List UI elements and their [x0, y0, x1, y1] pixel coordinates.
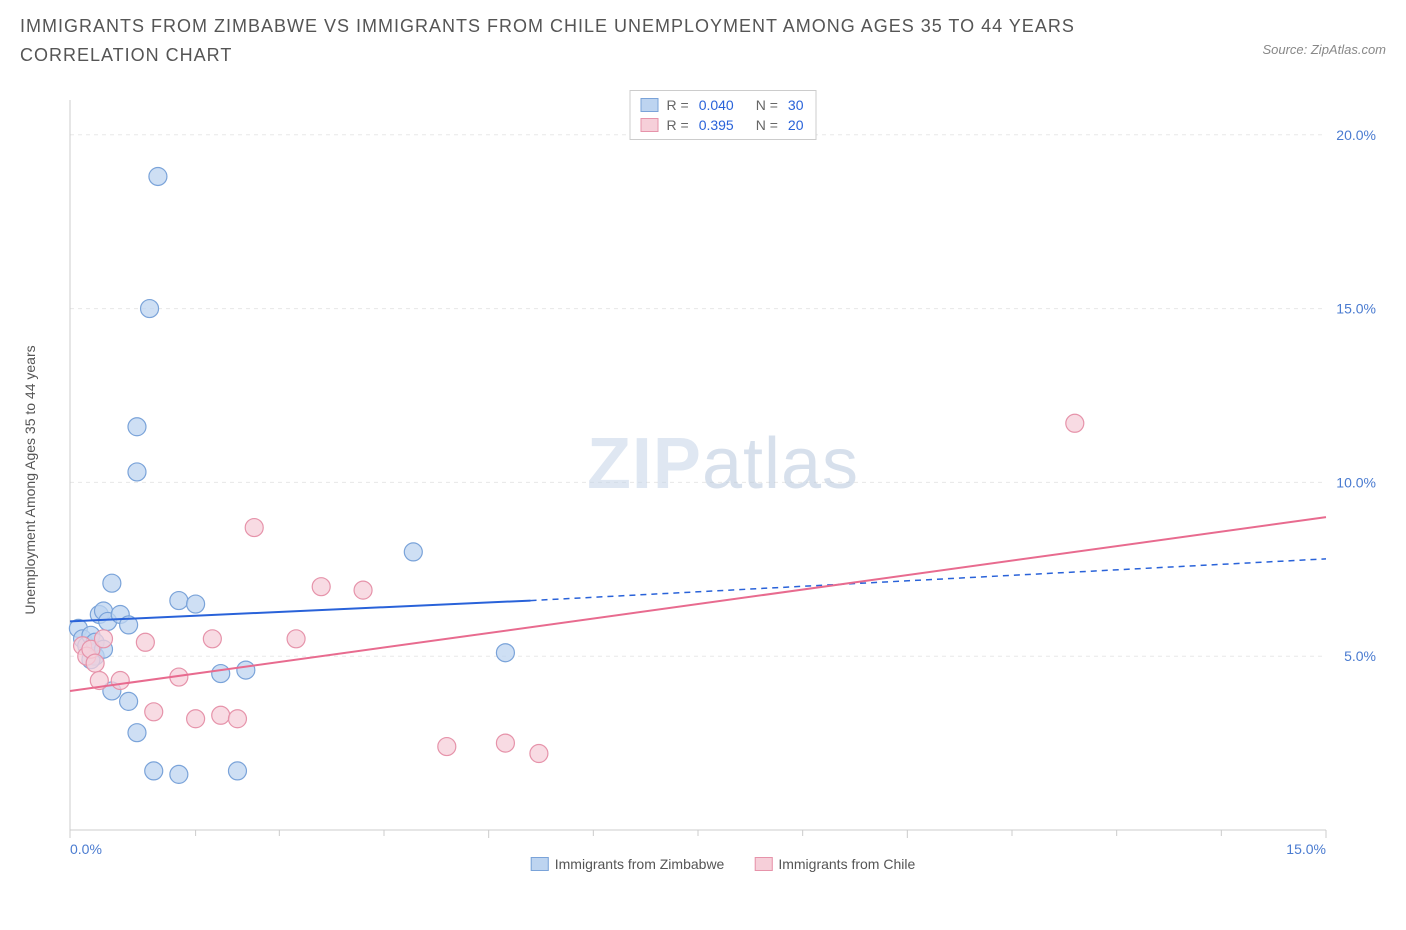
n-label: N =: [756, 97, 778, 113]
legend-series-label: Immigrants from Zimbabwe: [555, 856, 725, 872]
legend-series-label: Immigrants from Chile: [778, 856, 915, 872]
r-value: 0.040: [699, 97, 734, 113]
legend-swatch: [754, 857, 772, 871]
svg-text:15.0%: 15.0%: [1286, 841, 1326, 857]
legend-swatch: [641, 118, 659, 132]
svg-text:5.0%: 5.0%: [1344, 648, 1376, 664]
n-value: 30: [788, 97, 804, 113]
r-value: 0.395: [699, 117, 734, 133]
chart-title: IMMIGRANTS FROM ZIMBABWE VS IMMIGRANTS F…: [20, 12, 1120, 70]
legend-series-item: Immigrants from Chile: [754, 856, 915, 872]
correlation-legend: R = 0.040 N = 30 R = 0.395 N = 20: [630, 90, 817, 140]
chart-container: Unemployment Among Ages 35 to 44 years R…: [60, 90, 1386, 870]
r-label: R =: [667, 97, 689, 113]
n-value: 20: [788, 117, 804, 133]
legend-stat-row: R = 0.040 N = 30: [641, 95, 806, 115]
legend-swatch: [641, 98, 659, 112]
svg-text:15.0%: 15.0%: [1336, 301, 1376, 317]
series-legend: Immigrants from Zimbabwe Immigrants from …: [531, 856, 916, 872]
legend-stat-row: R = 0.395 N = 20: [641, 115, 806, 135]
scatter-plot: 0.0% 15.0% 5.0% 10.0% 15.0% 20.0%: [60, 90, 1386, 870]
svg-text:10.0%: 10.0%: [1336, 474, 1376, 490]
y-axis-label: Unemployment Among Ages 35 to 44 years: [22, 345, 38, 614]
r-label: R =: [667, 117, 689, 133]
legend-series-item: Immigrants from Zimbabwe: [531, 856, 725, 872]
n-label: N =: [756, 117, 778, 133]
svg-text:20.0%: 20.0%: [1336, 127, 1376, 143]
source-attribution: Source: ZipAtlas.com: [1262, 42, 1386, 57]
svg-text:0.0%: 0.0%: [70, 841, 102, 857]
legend-swatch: [531, 857, 549, 871]
